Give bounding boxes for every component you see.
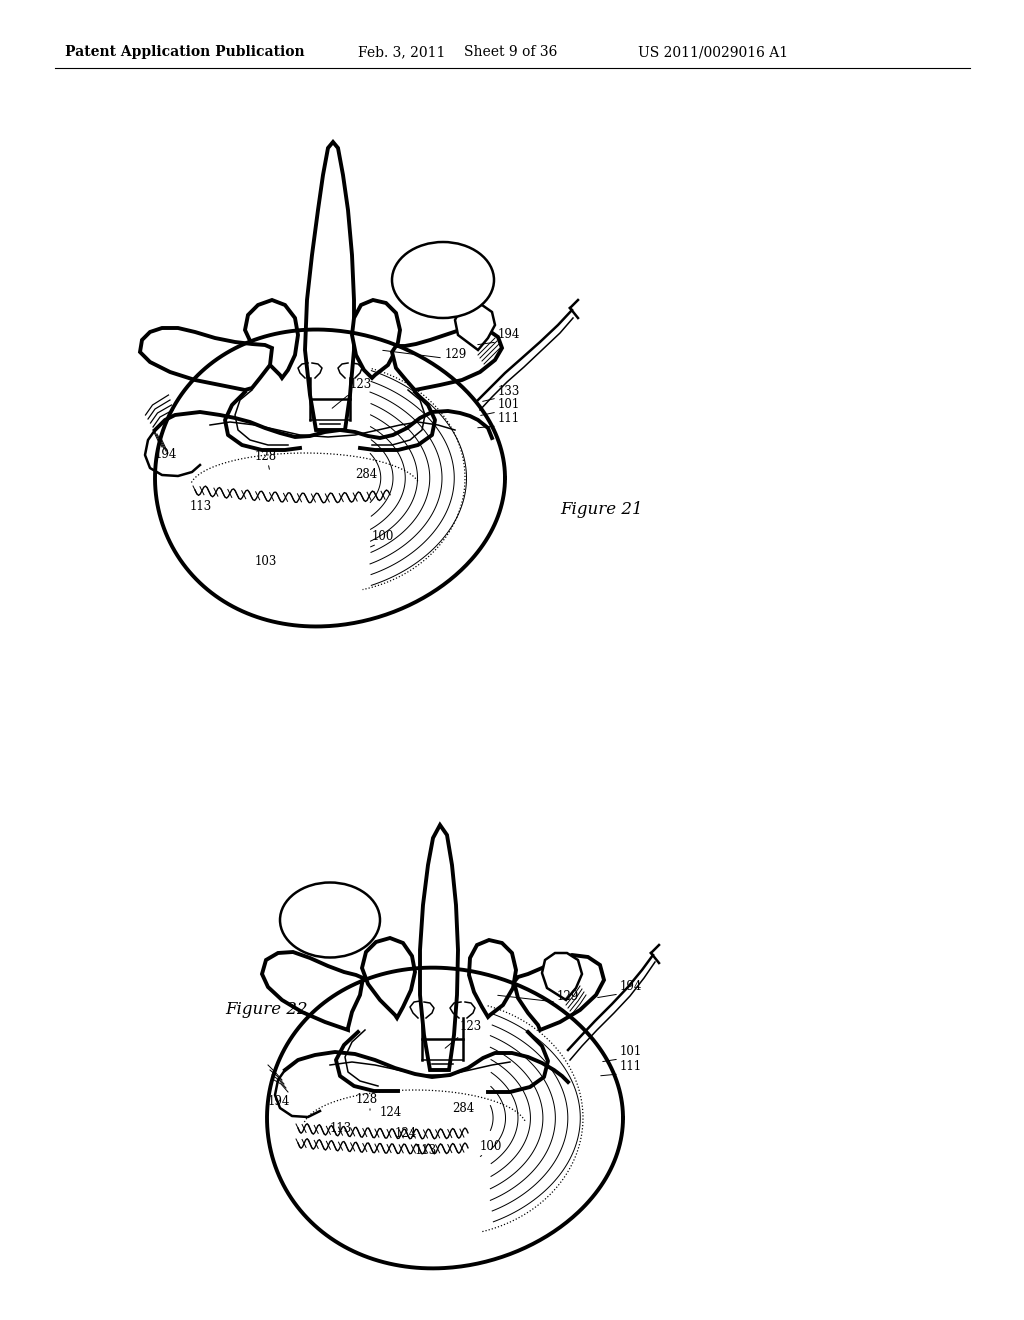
Text: Sheet 9 of 36: Sheet 9 of 36 bbox=[464, 45, 557, 59]
Text: 100: 100 bbox=[480, 1140, 503, 1152]
Polygon shape bbox=[455, 305, 495, 350]
Text: 128: 128 bbox=[255, 450, 278, 463]
Ellipse shape bbox=[280, 883, 380, 957]
Polygon shape bbox=[245, 300, 298, 378]
Text: 194: 194 bbox=[498, 327, 520, 341]
Polygon shape bbox=[469, 940, 516, 1016]
Text: 101: 101 bbox=[620, 1045, 642, 1059]
Text: Figure 21: Figure 21 bbox=[560, 502, 643, 519]
Text: 194: 194 bbox=[268, 1096, 291, 1107]
Text: 124: 124 bbox=[395, 1127, 417, 1140]
Text: 284: 284 bbox=[452, 1102, 474, 1115]
Polygon shape bbox=[140, 327, 272, 389]
Text: Feb. 3, 2011: Feb. 3, 2011 bbox=[358, 45, 445, 59]
Ellipse shape bbox=[392, 242, 494, 318]
Text: 113: 113 bbox=[190, 500, 212, 513]
Text: 100: 100 bbox=[372, 531, 394, 543]
Text: 129: 129 bbox=[557, 990, 580, 1003]
Text: 194: 194 bbox=[155, 447, 177, 461]
Text: 123: 123 bbox=[445, 1020, 482, 1048]
Text: US 2011/0029016 A1: US 2011/0029016 A1 bbox=[638, 45, 788, 59]
Text: 103: 103 bbox=[255, 554, 278, 568]
Polygon shape bbox=[305, 143, 354, 430]
Polygon shape bbox=[392, 327, 502, 389]
Text: 133: 133 bbox=[498, 385, 520, 399]
Text: 128: 128 bbox=[356, 1093, 378, 1106]
Polygon shape bbox=[362, 939, 415, 1018]
Text: Figure 22: Figure 22 bbox=[225, 1002, 307, 1019]
Polygon shape bbox=[262, 952, 362, 1030]
Polygon shape bbox=[514, 954, 604, 1030]
Text: 123: 123 bbox=[332, 378, 373, 408]
Text: Patent Application Publication: Patent Application Publication bbox=[65, 45, 304, 59]
Text: 129: 129 bbox=[445, 348, 467, 360]
Polygon shape bbox=[420, 825, 458, 1071]
Text: 101: 101 bbox=[498, 399, 520, 411]
Text: 111: 111 bbox=[620, 1060, 642, 1073]
Polygon shape bbox=[542, 953, 582, 1001]
Text: 124: 124 bbox=[380, 1106, 402, 1119]
Text: 113: 113 bbox=[330, 1122, 352, 1135]
Text: 111: 111 bbox=[498, 412, 520, 425]
Text: 113: 113 bbox=[415, 1144, 437, 1158]
Polygon shape bbox=[352, 300, 400, 378]
Text: 284: 284 bbox=[355, 469, 377, 480]
Text: 194: 194 bbox=[620, 979, 642, 993]
